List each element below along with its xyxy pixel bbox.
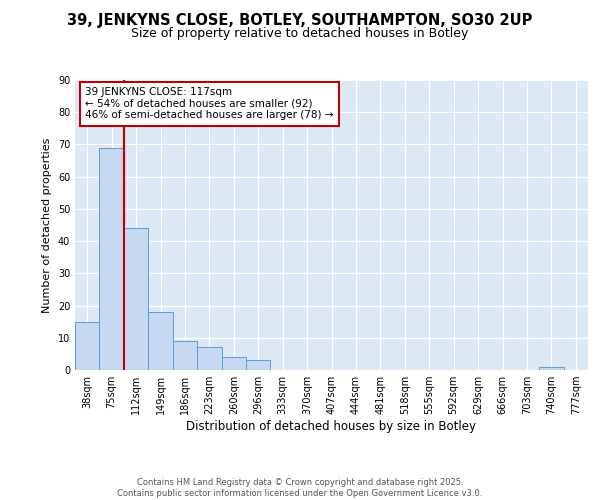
Bar	[221, 357, 246, 370]
Bar	[197, 348, 221, 370]
Bar	[148, 312, 173, 370]
Bar	[539, 367, 563, 370]
Bar	[173, 341, 197, 370]
Bar	[100, 148, 124, 370]
Text: Contains HM Land Registry data © Crown copyright and database right 2025.
Contai: Contains HM Land Registry data © Crown c…	[118, 478, 482, 498]
Y-axis label: Number of detached properties: Number of detached properties	[42, 138, 52, 312]
Bar	[75, 322, 100, 370]
Text: Size of property relative to detached houses in Botley: Size of property relative to detached ho…	[131, 28, 469, 40]
X-axis label: Distribution of detached houses by size in Botley: Distribution of detached houses by size …	[187, 420, 476, 433]
Bar	[246, 360, 271, 370]
Text: 39, JENKYNS CLOSE, BOTLEY, SOUTHAMPTON, SO30 2UP: 39, JENKYNS CLOSE, BOTLEY, SOUTHAMPTON, …	[67, 12, 533, 28]
Bar	[124, 228, 148, 370]
Text: 39 JENKYNS CLOSE: 117sqm
← 54% of detached houses are smaller (92)
46% of semi-d: 39 JENKYNS CLOSE: 117sqm ← 54% of detach…	[85, 87, 334, 120]
